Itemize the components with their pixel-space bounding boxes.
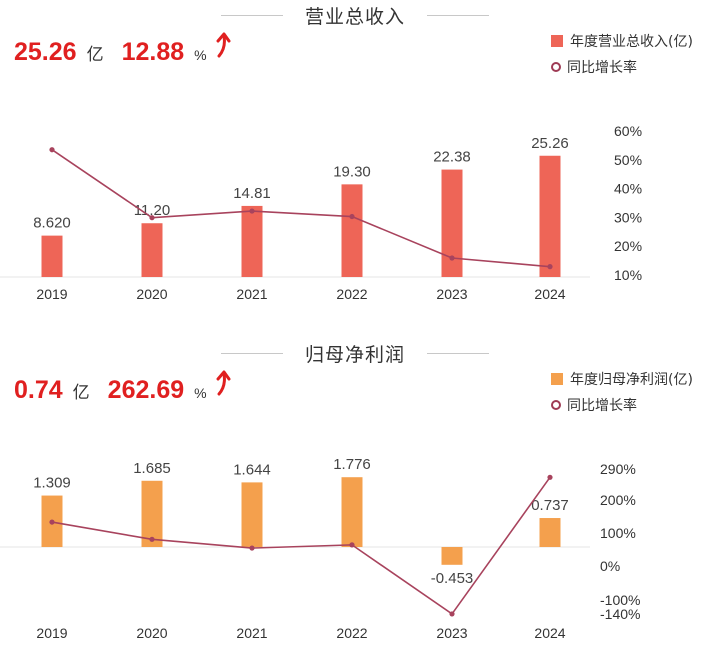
legend-item-bar: 年度归母净利润(亿) [551,366,693,392]
bar [441,547,463,565]
growth-point [349,542,355,548]
revenue-chart: 60% 50% 40% 30% 20% 10% 8.620 11.20 14.81 19.30 22… [0,123,642,302]
bar [341,184,363,277]
line-marker-icon [551,400,561,410]
y-right-tick-label: 50% [614,152,642,168]
legend-bar-label: 年度营业总收入(亿) [570,34,693,50]
bar-value-label: 1.309 [33,475,71,492]
legend-item-bar: 年度营业总收入(亿) [551,28,693,54]
y-right-tick-label: 200% [600,492,636,508]
growth-point [449,611,455,617]
bar [241,205,263,277]
growth-point [449,255,455,261]
y-right-tick-label: 290% [600,461,636,477]
bar [141,223,163,277]
bar-value-label: 14.81 [233,185,271,202]
y-right-tick-label: 60% [614,123,642,139]
revenue-kpi: 25.26 亿 12.88% [14,32,231,67]
x-tick-label: 2022 [336,625,367,641]
x-tick-label: 2023 [436,625,467,641]
up-arrow-icon [215,32,231,63]
x-tick-label: 2024 [534,625,565,641]
revenue-title: 营业总收入 [304,6,405,28]
line-marker-icon [551,62,561,72]
revenue-title-wrap: 营业总收入 [0,2,710,29]
growth-line [51,149,551,268]
bar-value-label: 1.685 [133,460,171,477]
bar-value-label: 1.644 [233,461,271,478]
y-right-tick-label: -140% [600,606,640,622]
profit-title: 归母净利润 [304,344,405,366]
growth-point [149,536,155,542]
bar-swatch-icon [551,35,563,47]
revenue-kpi-growth-unit: % [194,47,207,63]
revenue-kpi-growth: 12.88 [121,38,185,66]
bar-value-label: -0.453 [431,570,474,587]
legend-bar-label: 年度归母净利润(亿) [570,372,693,388]
growth-point [349,213,355,220]
bar-value-label: 19.30 [333,163,371,180]
bar-value-label: 1.776 [333,456,371,473]
x-tick-label: 2020 [136,286,167,302]
growth-point [249,208,255,214]
profit-kpi-growth-unit: % [194,385,207,401]
profit-kpi-growth: 262.69 [107,376,185,404]
profit-panel: 归母净利润 0.74 亿 262.69% 年度归母净利润(亿) 同比增长率 290%… [0,338,710,659]
bar-value-label: 22.38 [433,149,471,166]
y-right-tick-label: 0% [600,558,620,574]
x-tick-label: 2020 [136,625,167,641]
y-right-tick-label: 40% [614,181,642,197]
bar-value-label: 0.737 [531,497,569,514]
bar-value-label: 25.26 [531,135,569,152]
profit-kpi-value: 0.74 [14,376,63,404]
growth-point [49,147,55,153]
bar [41,235,63,277]
legend-line-label: 同比增长率 [567,60,637,76]
up-arrow-icon [215,370,231,401]
profit-title-wrap: 归母净利润 [0,340,710,367]
y-right-tick-label: 10% [614,267,642,283]
growth-point [249,545,255,551]
x-tick-label: 2022 [336,286,367,302]
revenue-panel: 营业总收入 25.26 亿 12.88% 年度营业总收入(亿) 同比增长率 60% 5… [0,0,710,320]
bar-value-label: 11.20 [134,202,170,219]
x-tick-label: 2024 [534,286,565,302]
growth-point [547,474,553,480]
x-tick-label: 2019 [36,286,67,302]
profit-legend: 年度归母净利润(亿) 同比增长率 [551,366,693,418]
title-divider-left [220,353,283,354]
bar [241,482,263,547]
profit-kpi: 0.74 亿 262.69% [14,370,231,405]
y-right-tick-label: 100% [600,525,636,541]
x-tick-label: 2023 [436,286,467,302]
profit-chart: 290% 200% 100% 0% -100%-140% 1.309 1.685 1.644 1… [0,456,640,641]
bar [539,518,561,547]
legend-line-label: 同比增长率 [567,398,637,414]
bar [441,169,463,277]
bar [141,480,163,547]
x-tick-label: 2021 [236,625,267,641]
title-divider-right [427,15,490,16]
title-divider-right [427,353,490,354]
growth-line [51,476,551,616]
revenue-kpi-unit: 亿 [86,45,104,65]
y-right-tick-label: 30% [614,209,642,225]
bar [539,155,561,277]
profit-kpi-unit: 亿 [72,383,90,403]
x-tick-label: 2021 [236,286,267,302]
bar-value-label: 8.620 [33,215,71,232]
revenue-kpi-value: 25.26 [14,38,77,66]
legend-item-line: 同比增长率 [551,392,693,418]
legend-item-line: 同比增长率 [551,54,693,80]
bar [341,477,363,547]
growth-point [49,519,55,525]
y-right-tick-label: 20% [614,238,642,254]
bar-swatch-icon [551,373,563,385]
title-divider-left [220,15,283,16]
growth-point [547,264,553,270]
x-tick-label: 2019 [36,625,67,641]
revenue-legend: 年度营业总收入(亿) 同比增长率 [551,28,693,80]
growth-point [149,215,155,221]
y-right-tick-label: -100% [600,592,640,608]
